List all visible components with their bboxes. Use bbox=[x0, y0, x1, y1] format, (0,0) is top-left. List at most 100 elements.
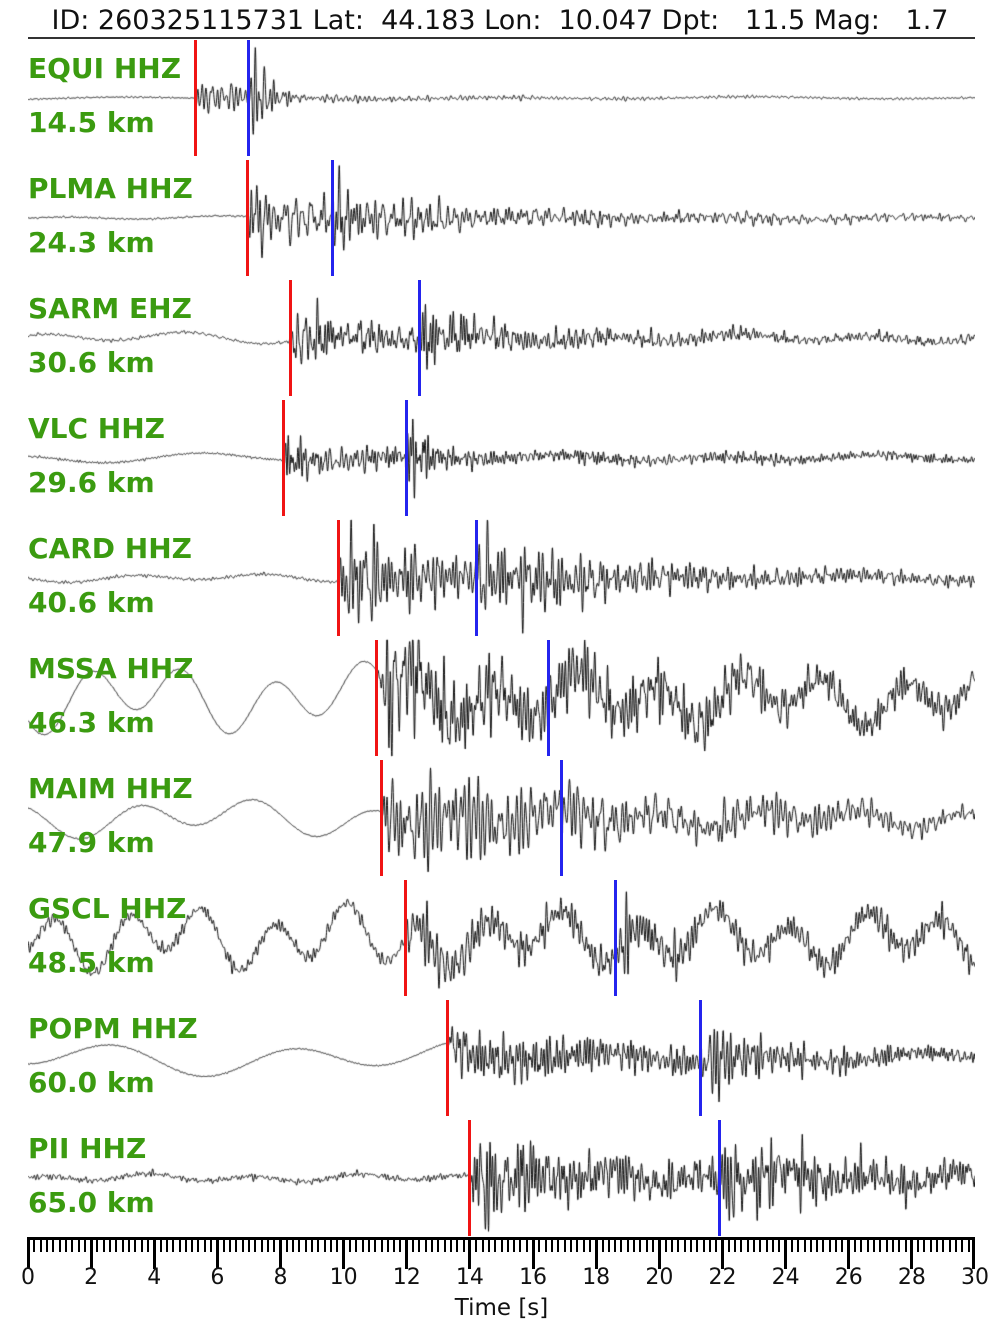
axis-tick-label: 10 bbox=[329, 1265, 358, 1290]
station-distance: 24.3 km bbox=[28, 226, 155, 259]
axis-tick bbox=[89, 1237, 93, 1269]
axis-tick-label: 22 bbox=[708, 1265, 737, 1290]
axis-tick bbox=[412, 1237, 415, 1252]
station-label: SARM EHZ bbox=[28, 292, 192, 325]
axis-tick bbox=[519, 1237, 522, 1252]
station-label: CARD HHZ bbox=[28, 532, 192, 565]
axis-tick bbox=[677, 1237, 680, 1252]
waveform-canvas bbox=[28, 518, 975, 638]
axis-tick bbox=[955, 1237, 958, 1252]
axis-tick bbox=[702, 1237, 705, 1252]
axis-tick bbox=[292, 1237, 295, 1252]
axis-tick bbox=[475, 1237, 478, 1252]
station-label: VLC HHZ bbox=[28, 412, 165, 445]
axis-tick bbox=[121, 1237, 124, 1252]
axis-tick bbox=[594, 1237, 598, 1269]
axis-tick bbox=[657, 1237, 661, 1269]
station-label: POPM HHZ bbox=[28, 1012, 198, 1045]
axis-tick bbox=[52, 1237, 55, 1252]
axis-tick bbox=[639, 1237, 642, 1252]
axis-tick bbox=[633, 1237, 636, 1252]
axis-tick bbox=[374, 1237, 377, 1252]
station-label: MAIM HHZ bbox=[28, 772, 193, 805]
axis-tick bbox=[304, 1237, 307, 1252]
axis-tick-label: 24 bbox=[771, 1265, 800, 1290]
axis-tick bbox=[229, 1237, 232, 1252]
axis-tick bbox=[77, 1237, 80, 1252]
axis-tick bbox=[26, 1237, 30, 1269]
page-title: ID: 260325115731 Lat: 44.183 Lon: 10.047… bbox=[51, 5, 949, 36]
axis-tick bbox=[45, 1237, 48, 1252]
axis-tick bbox=[809, 1237, 812, 1252]
axis-tick bbox=[33, 1237, 36, 1252]
trace-row: CARD HHZ 40.6 km bbox=[0, 518, 1000, 638]
p-pick-marker bbox=[193, 40, 197, 156]
axis-tick bbox=[330, 1237, 333, 1252]
axis-tick bbox=[266, 1237, 269, 1252]
axis-tick bbox=[708, 1237, 711, 1252]
axis-tick bbox=[500, 1237, 503, 1252]
axis-tick bbox=[771, 1237, 774, 1252]
station-label: MSSA HHZ bbox=[28, 652, 194, 685]
axis-tick bbox=[967, 1237, 970, 1252]
axis-tick bbox=[317, 1237, 320, 1252]
axis-tick bbox=[885, 1237, 888, 1252]
axis-tick bbox=[822, 1237, 825, 1252]
station-distance: 47.9 km bbox=[28, 826, 155, 859]
axis-tick bbox=[790, 1237, 793, 1252]
axis-tick bbox=[759, 1237, 762, 1252]
s-pick-marker bbox=[559, 760, 563, 876]
axis-tick bbox=[551, 1237, 553, 1252]
axis-tick bbox=[835, 1237, 838, 1252]
s-pick-marker bbox=[613, 880, 617, 996]
axis-tick-label: 16 bbox=[519, 1265, 548, 1290]
axis-tick bbox=[917, 1237, 920, 1252]
waveform-canvas bbox=[28, 758, 975, 878]
axis-tick bbox=[854, 1237, 857, 1252]
axis-tick bbox=[449, 1237, 452, 1252]
axis-tick bbox=[285, 1237, 288, 1252]
axis-tick bbox=[879, 1237, 882, 1252]
axis-tick bbox=[191, 1237, 194, 1252]
axis-tick bbox=[816, 1237, 819, 1252]
p-pick-marker bbox=[468, 1120, 472, 1236]
axis-tick bbox=[222, 1237, 225, 1252]
axis-tick bbox=[58, 1237, 61, 1252]
axis-tick bbox=[904, 1237, 907, 1252]
axis-tick bbox=[96, 1237, 99, 1252]
axis-tick bbox=[83, 1237, 86, 1252]
axis-tick-label: 6 bbox=[210, 1265, 225, 1290]
axis-tick bbox=[664, 1237, 667, 1252]
axis-tick bbox=[544, 1237, 547, 1252]
axis-tick bbox=[569, 1237, 572, 1252]
axis-tick bbox=[614, 1237, 617, 1252]
axis-tick bbox=[462, 1237, 465, 1252]
axis-tick bbox=[746, 1237, 749, 1252]
axis-tick-label: 14 bbox=[455, 1265, 484, 1290]
axis-tick bbox=[847, 1237, 851, 1269]
axis-tick bbox=[841, 1237, 844, 1252]
axis-tick bbox=[64, 1237, 67, 1252]
axis-tick bbox=[715, 1237, 718, 1252]
axis-tick bbox=[165, 1237, 168, 1252]
axis-tick bbox=[456, 1237, 459, 1252]
axis-tick-label: 12 bbox=[392, 1265, 421, 1290]
axis-tick bbox=[273, 1237, 276, 1252]
axis-tick bbox=[828, 1237, 831, 1252]
axis-tick-label: 8 bbox=[273, 1265, 288, 1290]
axis-tick bbox=[923, 1237, 926, 1252]
axis-tick bbox=[367, 1237, 370, 1252]
trace-row: POPM HHZ 60.0 km bbox=[0, 998, 1000, 1118]
waveform-canvas bbox=[28, 878, 975, 998]
axis-tick-label: 26 bbox=[834, 1265, 863, 1290]
trace-row: PLMA HHZ 24.3 km bbox=[0, 158, 1000, 278]
axis-tick bbox=[361, 1237, 364, 1252]
trace-row: PII HHZ 65.0 km bbox=[0, 1118, 1000, 1238]
axis-tick bbox=[355, 1237, 358, 1252]
p-pick-marker bbox=[337, 520, 341, 636]
trace-row: MAIM HHZ 47.9 km bbox=[0, 758, 1000, 878]
axis-tick bbox=[311, 1237, 314, 1252]
axis-tick bbox=[936, 1237, 939, 1252]
axis-tick-label: 20 bbox=[645, 1265, 674, 1290]
